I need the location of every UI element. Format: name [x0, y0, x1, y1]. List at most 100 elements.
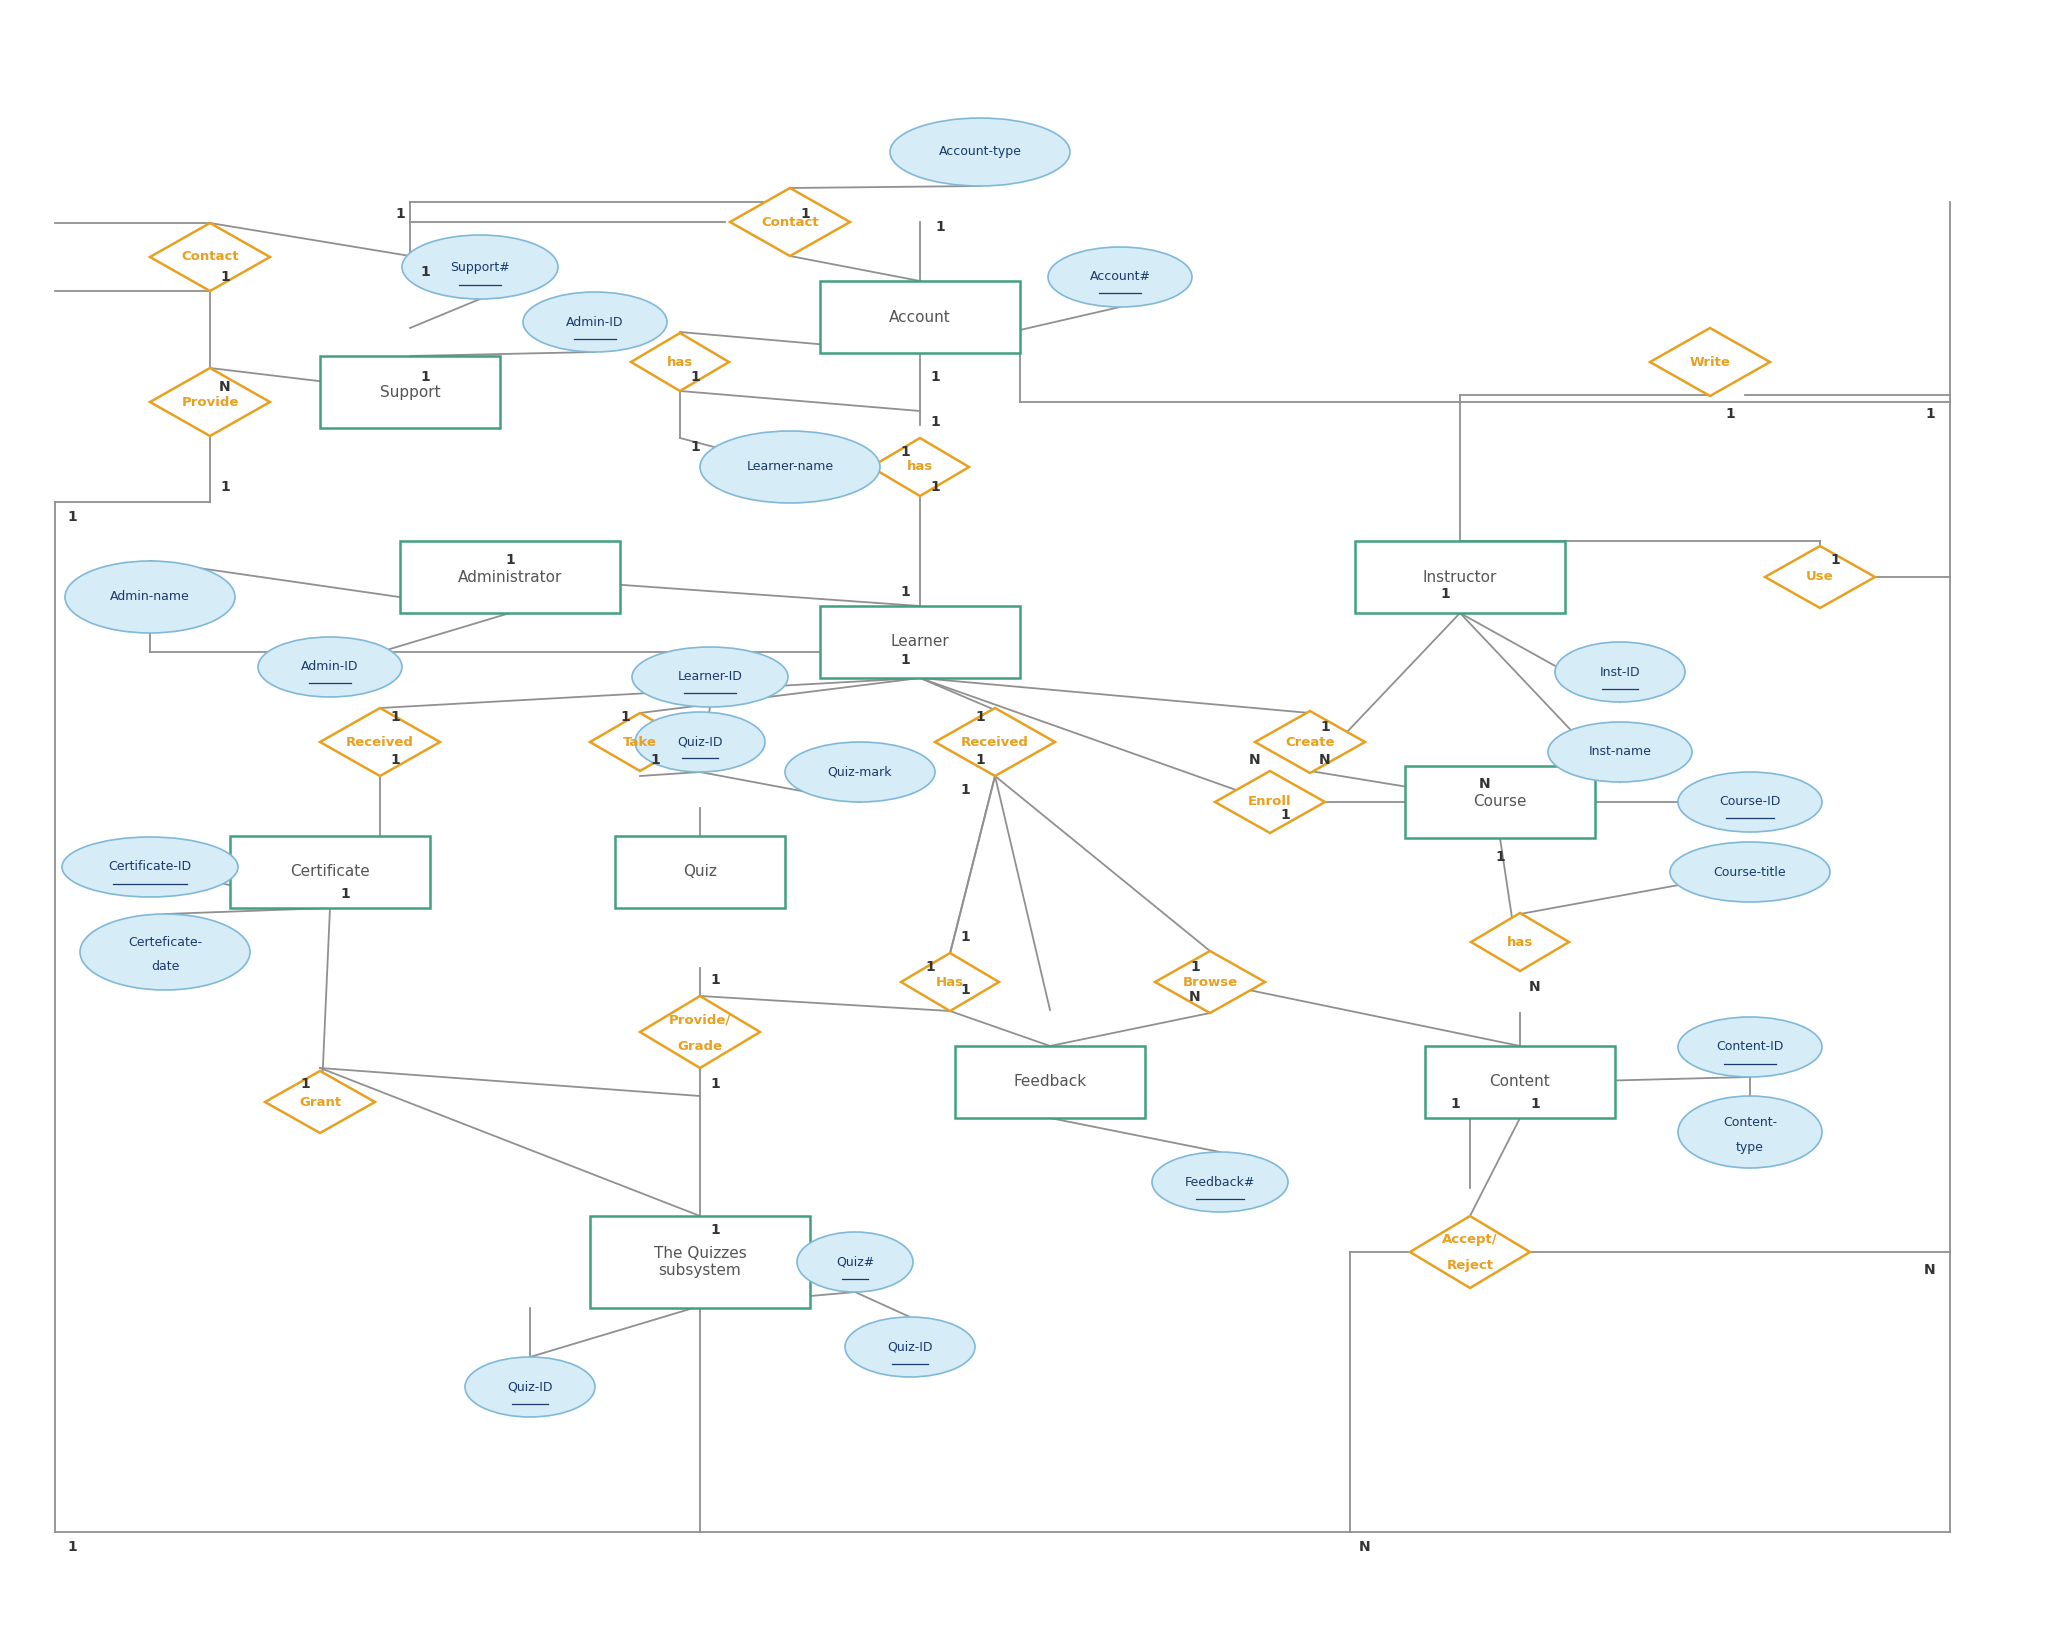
Text: 1: 1: [801, 207, 809, 220]
Polygon shape: [1470, 912, 1569, 971]
Text: Admin-name: Admin-name: [109, 591, 189, 604]
Text: 1: 1: [931, 415, 939, 429]
Text: 1: 1: [710, 1077, 721, 1092]
Text: 1: 1: [504, 553, 515, 566]
FancyBboxPatch shape: [819, 605, 1019, 677]
Text: Learner-ID: Learner-ID: [677, 671, 743, 684]
Text: 1: 1: [931, 370, 939, 384]
Text: Grant: Grant: [299, 1095, 342, 1108]
Text: N: N: [1359, 1541, 1371, 1554]
Text: 1: 1: [900, 653, 910, 667]
FancyBboxPatch shape: [1404, 765, 1596, 837]
Text: 1: 1: [1725, 406, 1736, 421]
Text: Certificate-ID: Certificate-ID: [109, 860, 191, 873]
Text: type: type: [1736, 1141, 1765, 1154]
Ellipse shape: [889, 118, 1071, 186]
FancyBboxPatch shape: [591, 1216, 809, 1307]
Text: 1: 1: [220, 269, 231, 284]
Ellipse shape: [1670, 842, 1830, 902]
Text: Certificate: Certificate: [290, 865, 371, 880]
Text: N: N: [1925, 1263, 1935, 1276]
Text: Admin-ID: Admin-ID: [301, 661, 358, 674]
Text: Content-: Content-: [1723, 1116, 1777, 1128]
Text: Has: Has: [937, 976, 964, 989]
Text: 1: 1: [924, 960, 935, 974]
Text: 1: 1: [389, 752, 399, 767]
Polygon shape: [1765, 547, 1876, 609]
Text: Administrator: Administrator: [457, 570, 562, 584]
Text: 1: 1: [1450, 1097, 1460, 1111]
Text: 1: 1: [900, 446, 910, 459]
Ellipse shape: [1048, 246, 1192, 307]
Text: 1: 1: [395, 207, 406, 220]
Text: 1: 1: [1530, 1097, 1540, 1111]
Text: N: N: [1530, 979, 1540, 994]
Text: 1: 1: [1190, 960, 1200, 974]
FancyBboxPatch shape: [1425, 1046, 1614, 1118]
Polygon shape: [630, 333, 729, 392]
Text: Learner-name: Learner-name: [747, 460, 834, 473]
Text: Course-ID: Course-ID: [1719, 795, 1781, 808]
Text: Account#: Account#: [1089, 271, 1151, 284]
Text: Browse: Browse: [1182, 976, 1237, 989]
Text: 1: 1: [900, 584, 910, 599]
Text: 1: 1: [1320, 720, 1330, 734]
Text: 1: 1: [690, 441, 700, 454]
Text: 1: 1: [68, 1541, 76, 1554]
Text: Course-title: Course-title: [1713, 865, 1787, 878]
Text: Quiz-ID: Quiz-ID: [887, 1340, 933, 1353]
Text: 1: 1: [1439, 588, 1450, 601]
Text: 1: 1: [690, 370, 700, 384]
Polygon shape: [1256, 712, 1365, 774]
Ellipse shape: [632, 646, 789, 707]
Text: Account-type: Account-type: [939, 145, 1021, 158]
Text: Use: Use: [1806, 571, 1835, 584]
Polygon shape: [266, 1071, 375, 1133]
Text: Write: Write: [1690, 356, 1730, 369]
Ellipse shape: [80, 914, 249, 991]
Text: Content: Content: [1489, 1074, 1550, 1090]
Text: N: N: [1250, 752, 1260, 767]
Text: Content-ID: Content-ID: [1717, 1041, 1783, 1054]
Text: 1: 1: [420, 264, 430, 279]
Text: Inst-ID: Inst-ID: [1600, 666, 1641, 679]
Polygon shape: [1215, 770, 1326, 832]
Text: 1: 1: [1925, 406, 1935, 421]
Text: Take: Take: [624, 736, 657, 749]
Text: Grade: Grade: [677, 1040, 723, 1053]
Ellipse shape: [1548, 721, 1692, 782]
Text: 1: 1: [1495, 850, 1505, 863]
Polygon shape: [640, 996, 760, 1067]
Text: The Quizzes
subsystem: The Quizzes subsystem: [653, 1245, 745, 1278]
Text: Admin-ID: Admin-ID: [566, 315, 624, 328]
Text: Feedback#: Feedback#: [1184, 1175, 1256, 1188]
Polygon shape: [1649, 328, 1771, 397]
Text: N: N: [1190, 991, 1200, 1004]
Text: Course: Course: [1474, 795, 1528, 809]
FancyBboxPatch shape: [819, 281, 1019, 353]
Polygon shape: [319, 708, 441, 775]
Text: 1: 1: [976, 752, 984, 767]
Text: 1: 1: [68, 509, 76, 524]
Text: Provide/: Provide/: [669, 1013, 731, 1027]
Text: Received: Received: [962, 736, 1030, 749]
Polygon shape: [1410, 1216, 1530, 1288]
Text: 1: 1: [959, 783, 970, 796]
Polygon shape: [150, 367, 270, 436]
Ellipse shape: [465, 1356, 595, 1417]
Polygon shape: [871, 437, 970, 496]
Ellipse shape: [700, 431, 879, 503]
Text: N: N: [218, 380, 231, 393]
Text: Inst-name: Inst-name: [1590, 746, 1651, 759]
Text: N: N: [1320, 752, 1330, 767]
Text: N: N: [1478, 777, 1491, 792]
Text: Quiz#: Quiz#: [836, 1255, 875, 1268]
Text: Support#: Support#: [451, 261, 511, 274]
Ellipse shape: [784, 743, 935, 801]
Text: 1: 1: [976, 710, 984, 725]
Polygon shape: [591, 713, 690, 770]
Text: Contact: Contact: [181, 250, 239, 263]
Text: Account: Account: [889, 310, 951, 325]
Ellipse shape: [1151, 1152, 1289, 1213]
Text: 1: 1: [301, 1077, 309, 1092]
